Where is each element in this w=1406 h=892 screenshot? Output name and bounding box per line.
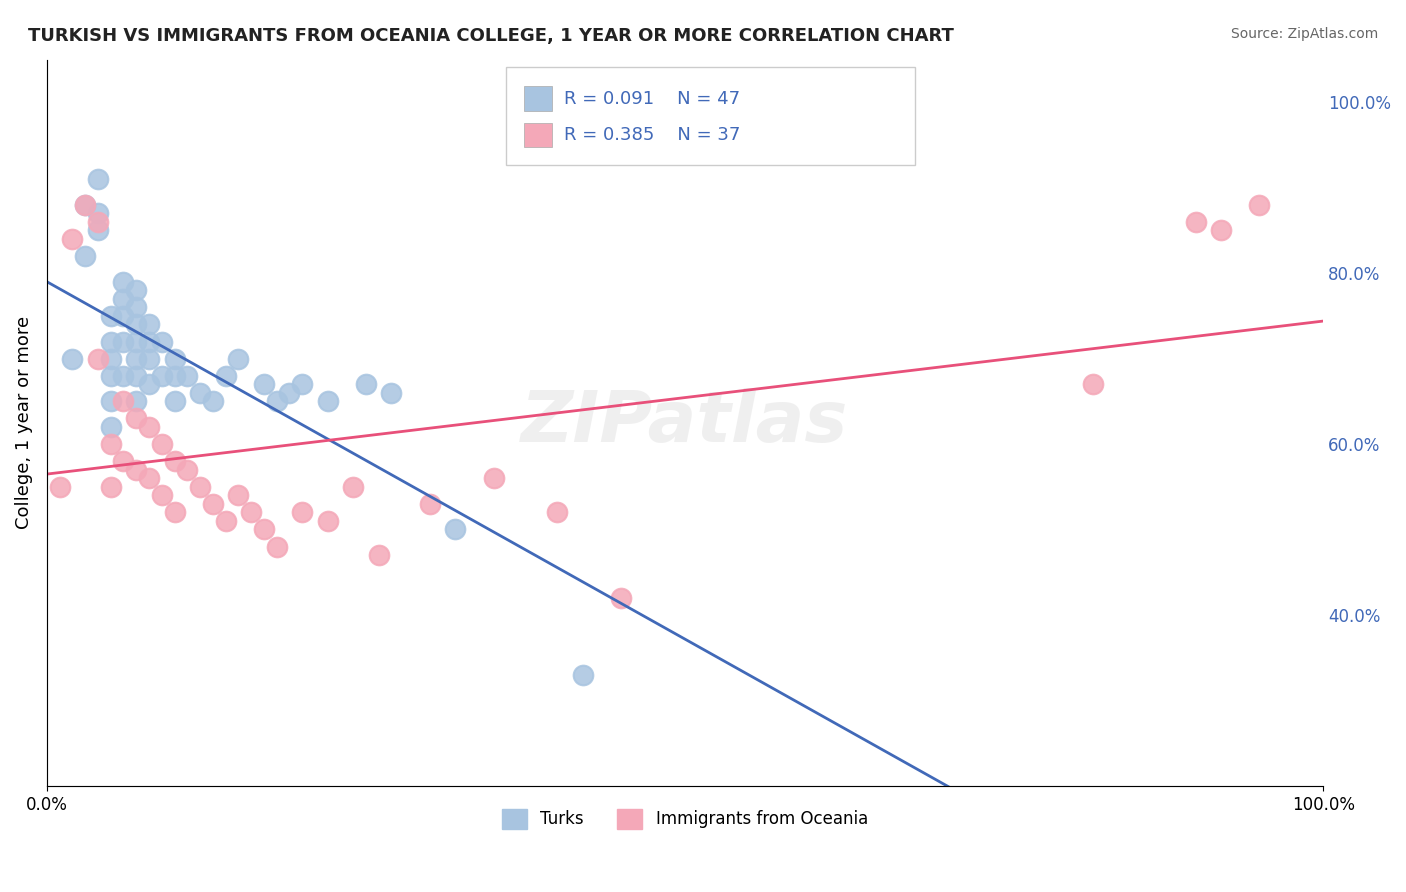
Point	[228, 488, 250, 502]
Point	[253, 377, 276, 392]
Point	[100, 368, 122, 383]
Point	[266, 394, 288, 409]
Point	[125, 411, 148, 425]
Point	[62, 232, 84, 246]
Point	[163, 454, 186, 468]
Text: ZIPatlas: ZIPatlas	[522, 388, 849, 458]
Point	[75, 198, 97, 212]
Point	[87, 215, 110, 229]
Point	[150, 368, 173, 383]
Point	[163, 368, 186, 383]
Point	[138, 377, 160, 392]
Point	[240, 505, 263, 519]
Point	[610, 591, 633, 605]
Point	[138, 318, 160, 332]
Point	[138, 420, 160, 434]
Point	[316, 394, 339, 409]
Point	[316, 514, 339, 528]
Point	[444, 523, 467, 537]
Point	[87, 206, 110, 220]
Point	[150, 488, 173, 502]
Point	[572, 667, 595, 681]
Point	[1083, 377, 1105, 392]
Point	[278, 385, 301, 400]
Point	[1249, 198, 1271, 212]
Point	[342, 480, 364, 494]
Y-axis label: College, 1 year or more: College, 1 year or more	[15, 316, 32, 529]
Point	[112, 275, 135, 289]
Text: R = 0.385    N = 37: R = 0.385 N = 37	[564, 126, 740, 145]
Point	[150, 334, 173, 349]
Point	[87, 351, 110, 366]
Point	[112, 334, 135, 349]
Point	[112, 368, 135, 383]
Point	[163, 351, 186, 366]
Point	[100, 351, 122, 366]
Point	[75, 249, 97, 263]
Point	[125, 368, 148, 383]
Point	[138, 351, 160, 366]
Point	[112, 292, 135, 306]
Point	[176, 368, 198, 383]
Point	[163, 505, 186, 519]
Point	[1184, 215, 1206, 229]
Point	[100, 420, 122, 434]
Point	[100, 394, 122, 409]
Point	[253, 523, 276, 537]
FancyBboxPatch shape	[524, 87, 553, 112]
Point	[266, 540, 288, 554]
Text: Source: ZipAtlas.com: Source: ZipAtlas.com	[1230, 27, 1378, 41]
Point	[87, 172, 110, 186]
Point	[150, 437, 173, 451]
Text: TURKISH VS IMMIGRANTS FROM OCEANIA COLLEGE, 1 YEAR OR MORE CORRELATION CHART: TURKISH VS IMMIGRANTS FROM OCEANIA COLLE…	[28, 27, 955, 45]
Point	[100, 437, 122, 451]
Point	[163, 394, 186, 409]
Point	[188, 480, 211, 494]
FancyBboxPatch shape	[506, 67, 915, 165]
Point	[125, 394, 148, 409]
Point	[228, 351, 250, 366]
Point	[176, 463, 198, 477]
Point	[125, 334, 148, 349]
Point	[188, 385, 211, 400]
Point	[100, 480, 122, 494]
Point	[125, 463, 148, 477]
Legend: Turks, Immigrants from Oceania: Turks, Immigrants from Oceania	[495, 802, 875, 836]
Point	[112, 394, 135, 409]
Point	[62, 351, 84, 366]
Text: R = 0.091    N = 47: R = 0.091 N = 47	[564, 90, 740, 108]
Point	[1209, 223, 1232, 237]
Point	[380, 385, 402, 400]
Point	[138, 334, 160, 349]
Point	[100, 309, 122, 323]
Point	[482, 471, 505, 485]
Point	[48, 480, 70, 494]
FancyBboxPatch shape	[524, 123, 553, 147]
Point	[125, 318, 148, 332]
Point	[201, 394, 224, 409]
Point	[125, 301, 148, 315]
Point	[112, 454, 135, 468]
Point	[546, 505, 568, 519]
Point	[291, 377, 314, 392]
Point	[75, 198, 97, 212]
Point	[138, 471, 160, 485]
Point	[87, 223, 110, 237]
Point	[354, 377, 377, 392]
Point	[419, 497, 441, 511]
Point	[100, 334, 122, 349]
Point	[125, 351, 148, 366]
Point	[112, 309, 135, 323]
Point	[201, 497, 224, 511]
Point	[214, 368, 236, 383]
Point	[214, 514, 236, 528]
Point	[367, 548, 389, 562]
Point	[291, 505, 314, 519]
Point	[125, 283, 148, 297]
